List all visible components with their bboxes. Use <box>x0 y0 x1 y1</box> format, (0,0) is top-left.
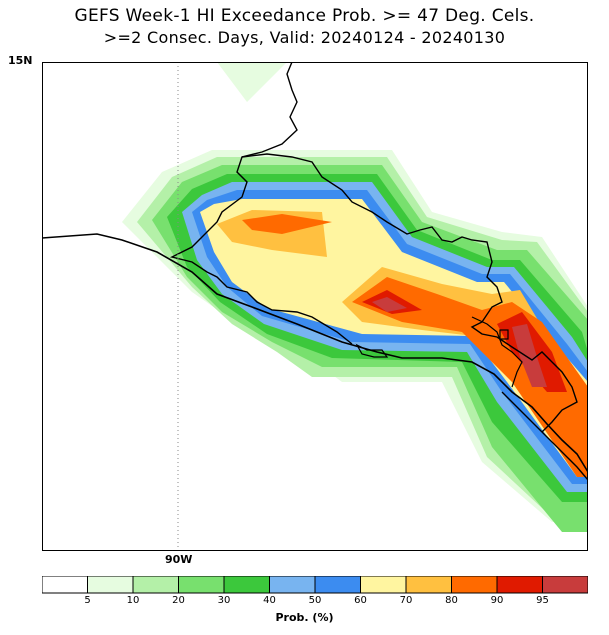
colorbar-tick-label: 10 <box>126 595 140 606</box>
longitude-label: 90W <box>165 553 193 566</box>
border-inner <box>471 316 523 388</box>
colorbar-swatch <box>451 576 498 594</box>
colorbar-swatch <box>87 576 134 594</box>
border-east <box>241 153 578 433</box>
prob-contour-95-b <box>512 324 547 387</box>
colorbar-swatch <box>42 576 88 594</box>
colorbar-tick-label: 95 <box>536 595 549 606</box>
probability-map <box>42 62 588 551</box>
colorbar <box>42 576 588 594</box>
map-frame <box>42 62 588 551</box>
border-north <box>169 62 353 345</box>
colorbar-swatch <box>178 576 225 594</box>
colorbar-tick-label: 70 <box>399 595 413 606</box>
border-small-box <box>499 329 509 340</box>
prob-patch-5-north <box>217 62 287 102</box>
colorbar-tick-label: 40 <box>263 595 276 606</box>
colorbar-tick-label: 30 <box>217 595 231 606</box>
coastline <box>42 233 588 473</box>
latitude-label: 15N <box>8 54 33 67</box>
prob-contour-80 <box>242 214 332 234</box>
colorbar-tick-label: 50 <box>308 595 322 606</box>
colorbar-swatch <box>269 576 316 594</box>
colorbar-tick-label: 5 <box>84 595 91 606</box>
colorbar-swatch <box>223 576 270 594</box>
colorbar-swatch <box>314 576 361 594</box>
colorbar-tick-label: 20 <box>172 595 185 606</box>
map-subtitle: >=2 Consec. Days, Valid: 20240124 - 2024… <box>103 28 506 47</box>
colorbar-swatch <box>405 576 452 594</box>
colorbar-swatch <box>542 576 588 594</box>
colorbar-swatch <box>132 576 179 594</box>
prob-contour-60 <box>200 199 588 477</box>
coastline-south <box>501 391 588 481</box>
colorbar-tick-label: 60 <box>354 595 367 606</box>
colorbar-swatch <box>360 576 407 594</box>
colorbar-tick-label: 80 <box>445 595 458 606</box>
colorbar-title: Prob. (%) <box>275 611 334 624</box>
prob-contour-95 <box>372 297 407 312</box>
map-title: GEFS Week-1 HI Exceedance Prob. >= 47 De… <box>74 6 535 26</box>
colorbar-tick-label: 90 <box>490 595 504 606</box>
colorbar-swatch <box>496 576 543 594</box>
border-lake <box>355 343 389 358</box>
